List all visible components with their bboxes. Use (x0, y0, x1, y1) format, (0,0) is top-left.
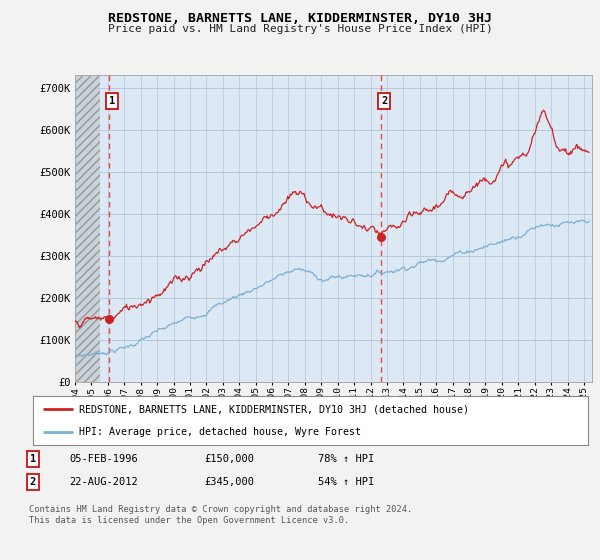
Text: 2: 2 (30, 477, 36, 487)
Text: 2: 2 (381, 96, 387, 106)
Text: Price paid vs. HM Land Registry's House Price Index (HPI): Price paid vs. HM Land Registry's House … (107, 24, 493, 34)
Text: 1: 1 (30, 454, 36, 464)
Text: 78% ↑ HPI: 78% ↑ HPI (318, 454, 374, 464)
Text: 1: 1 (109, 96, 116, 106)
Bar (75, 75, 100, 382)
Text: £150,000: £150,000 (204, 454, 254, 464)
Text: £345,000: £345,000 (204, 477, 254, 487)
Text: Contains HM Land Registry data © Crown copyright and database right 2024.
This d: Contains HM Land Registry data © Crown c… (29, 505, 412, 525)
Text: 54% ↑ HPI: 54% ↑ HPI (318, 477, 374, 487)
Text: HPI: Average price, detached house, Wyre Forest: HPI: Average price, detached house, Wyre… (79, 427, 361, 437)
Text: REDSTONE, BARNETTS LANE, KIDDERMINSTER, DY10 3HJ (detached house): REDSTONE, BARNETTS LANE, KIDDERMINSTER, … (79, 404, 469, 414)
Text: 22-AUG-2012: 22-AUG-2012 (69, 477, 138, 487)
Text: REDSTONE, BARNETTS LANE, KIDDERMINSTER, DY10 3HJ: REDSTONE, BARNETTS LANE, KIDDERMINSTER, … (108, 12, 492, 25)
Text: 05-FEB-1996: 05-FEB-1996 (69, 454, 138, 464)
